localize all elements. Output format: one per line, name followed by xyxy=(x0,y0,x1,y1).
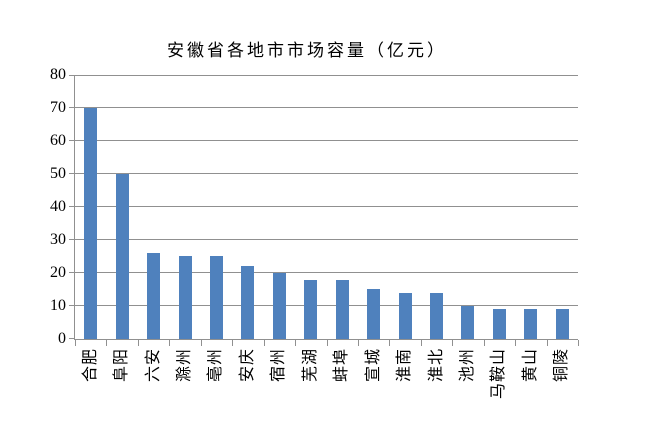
x-axis-tick xyxy=(201,340,202,346)
gridline xyxy=(75,173,578,174)
y-axis-tick xyxy=(69,338,75,339)
y-axis-tick xyxy=(69,107,75,108)
x-category-label-text: 宿州 xyxy=(270,348,287,383)
bar xyxy=(556,309,569,339)
y-axis-tick xyxy=(69,305,75,306)
x-category-label-text: 淮南 xyxy=(396,348,413,383)
bar xyxy=(241,266,254,339)
y-axis-tick xyxy=(69,206,75,207)
x-axis-tick xyxy=(515,340,516,346)
y-tick-label: 40 xyxy=(50,198,66,215)
x-category-label-text: 安庆 xyxy=(239,348,256,383)
plot-area xyxy=(69,75,579,346)
y-tick-label: 20 xyxy=(50,264,66,281)
x-axis-tick xyxy=(138,340,139,346)
y-axis-tick xyxy=(69,239,75,240)
bar xyxy=(210,256,223,339)
y-tick-label: 0 xyxy=(58,330,66,347)
chart-title: 安徽省各地市市场容量（亿元） xyxy=(167,41,447,60)
gridline xyxy=(75,272,578,273)
x-axis-tick xyxy=(452,340,453,346)
y-tick-label: 30 xyxy=(50,231,66,248)
y-tick-label: 10 xyxy=(50,297,66,314)
y-tick-label: 50 xyxy=(50,165,66,182)
gridline xyxy=(75,239,578,240)
bar xyxy=(524,309,537,339)
x-axis-tick xyxy=(295,340,296,346)
bar xyxy=(336,280,349,339)
y-tick-label: 60 xyxy=(50,132,66,149)
gridline xyxy=(75,140,578,141)
bar xyxy=(430,293,443,339)
x-axis-tick xyxy=(327,340,328,346)
x-axis-tick xyxy=(106,340,107,346)
x-axis-tick xyxy=(484,340,485,346)
x-category-label-text: 滁州 xyxy=(176,348,193,383)
gridline xyxy=(75,305,578,306)
bar xyxy=(461,306,474,339)
y-axis-tick xyxy=(69,140,75,141)
y-axis-tick xyxy=(69,173,75,174)
gridline xyxy=(75,206,578,207)
bar xyxy=(367,289,380,339)
x-category-label-text: 铜陵 xyxy=(553,348,570,383)
x-category-label-text: 淮北 xyxy=(428,348,445,383)
x-category-label-text: 蚌埠 xyxy=(333,348,350,383)
x-category-label-text: 阜阳 xyxy=(113,348,130,383)
y-tick-label: 70 xyxy=(50,99,66,116)
x-category-label-text: 亳州 xyxy=(207,348,224,383)
x-category-label-text: 马鞍山 xyxy=(490,348,507,400)
x-axis-tick xyxy=(75,340,76,346)
y-tick-label: 80 xyxy=(50,66,66,83)
x-category-label-text: 合肥 xyxy=(82,348,99,383)
x-category-label-text: 芜湖 xyxy=(302,348,319,383)
bar xyxy=(179,256,192,339)
x-category-label-text: 宣城 xyxy=(365,348,382,383)
x-category-label-text: 六安 xyxy=(145,348,162,383)
bar xyxy=(116,174,129,339)
x-axis-tick xyxy=(421,340,422,346)
x-axis-tick xyxy=(264,340,265,346)
y-axis-tick xyxy=(69,272,75,273)
bar xyxy=(273,273,286,339)
bar xyxy=(493,309,506,339)
bar xyxy=(304,280,317,339)
bar xyxy=(84,108,97,339)
gridline xyxy=(75,107,578,108)
x-category-label-text: 黄山 xyxy=(522,348,539,383)
bar xyxy=(399,293,412,339)
bar xyxy=(147,253,160,339)
gridline xyxy=(75,75,578,76)
x-axis-tick xyxy=(232,340,233,346)
y-axis-tick xyxy=(69,75,75,76)
x-axis-tick xyxy=(547,340,548,346)
x-axis-tick xyxy=(389,340,390,346)
x-axis-tick xyxy=(358,340,359,346)
x-axis-tick xyxy=(169,340,170,346)
x-category-label-text: 池州 xyxy=(459,348,476,383)
x-axis-tick xyxy=(578,340,579,346)
